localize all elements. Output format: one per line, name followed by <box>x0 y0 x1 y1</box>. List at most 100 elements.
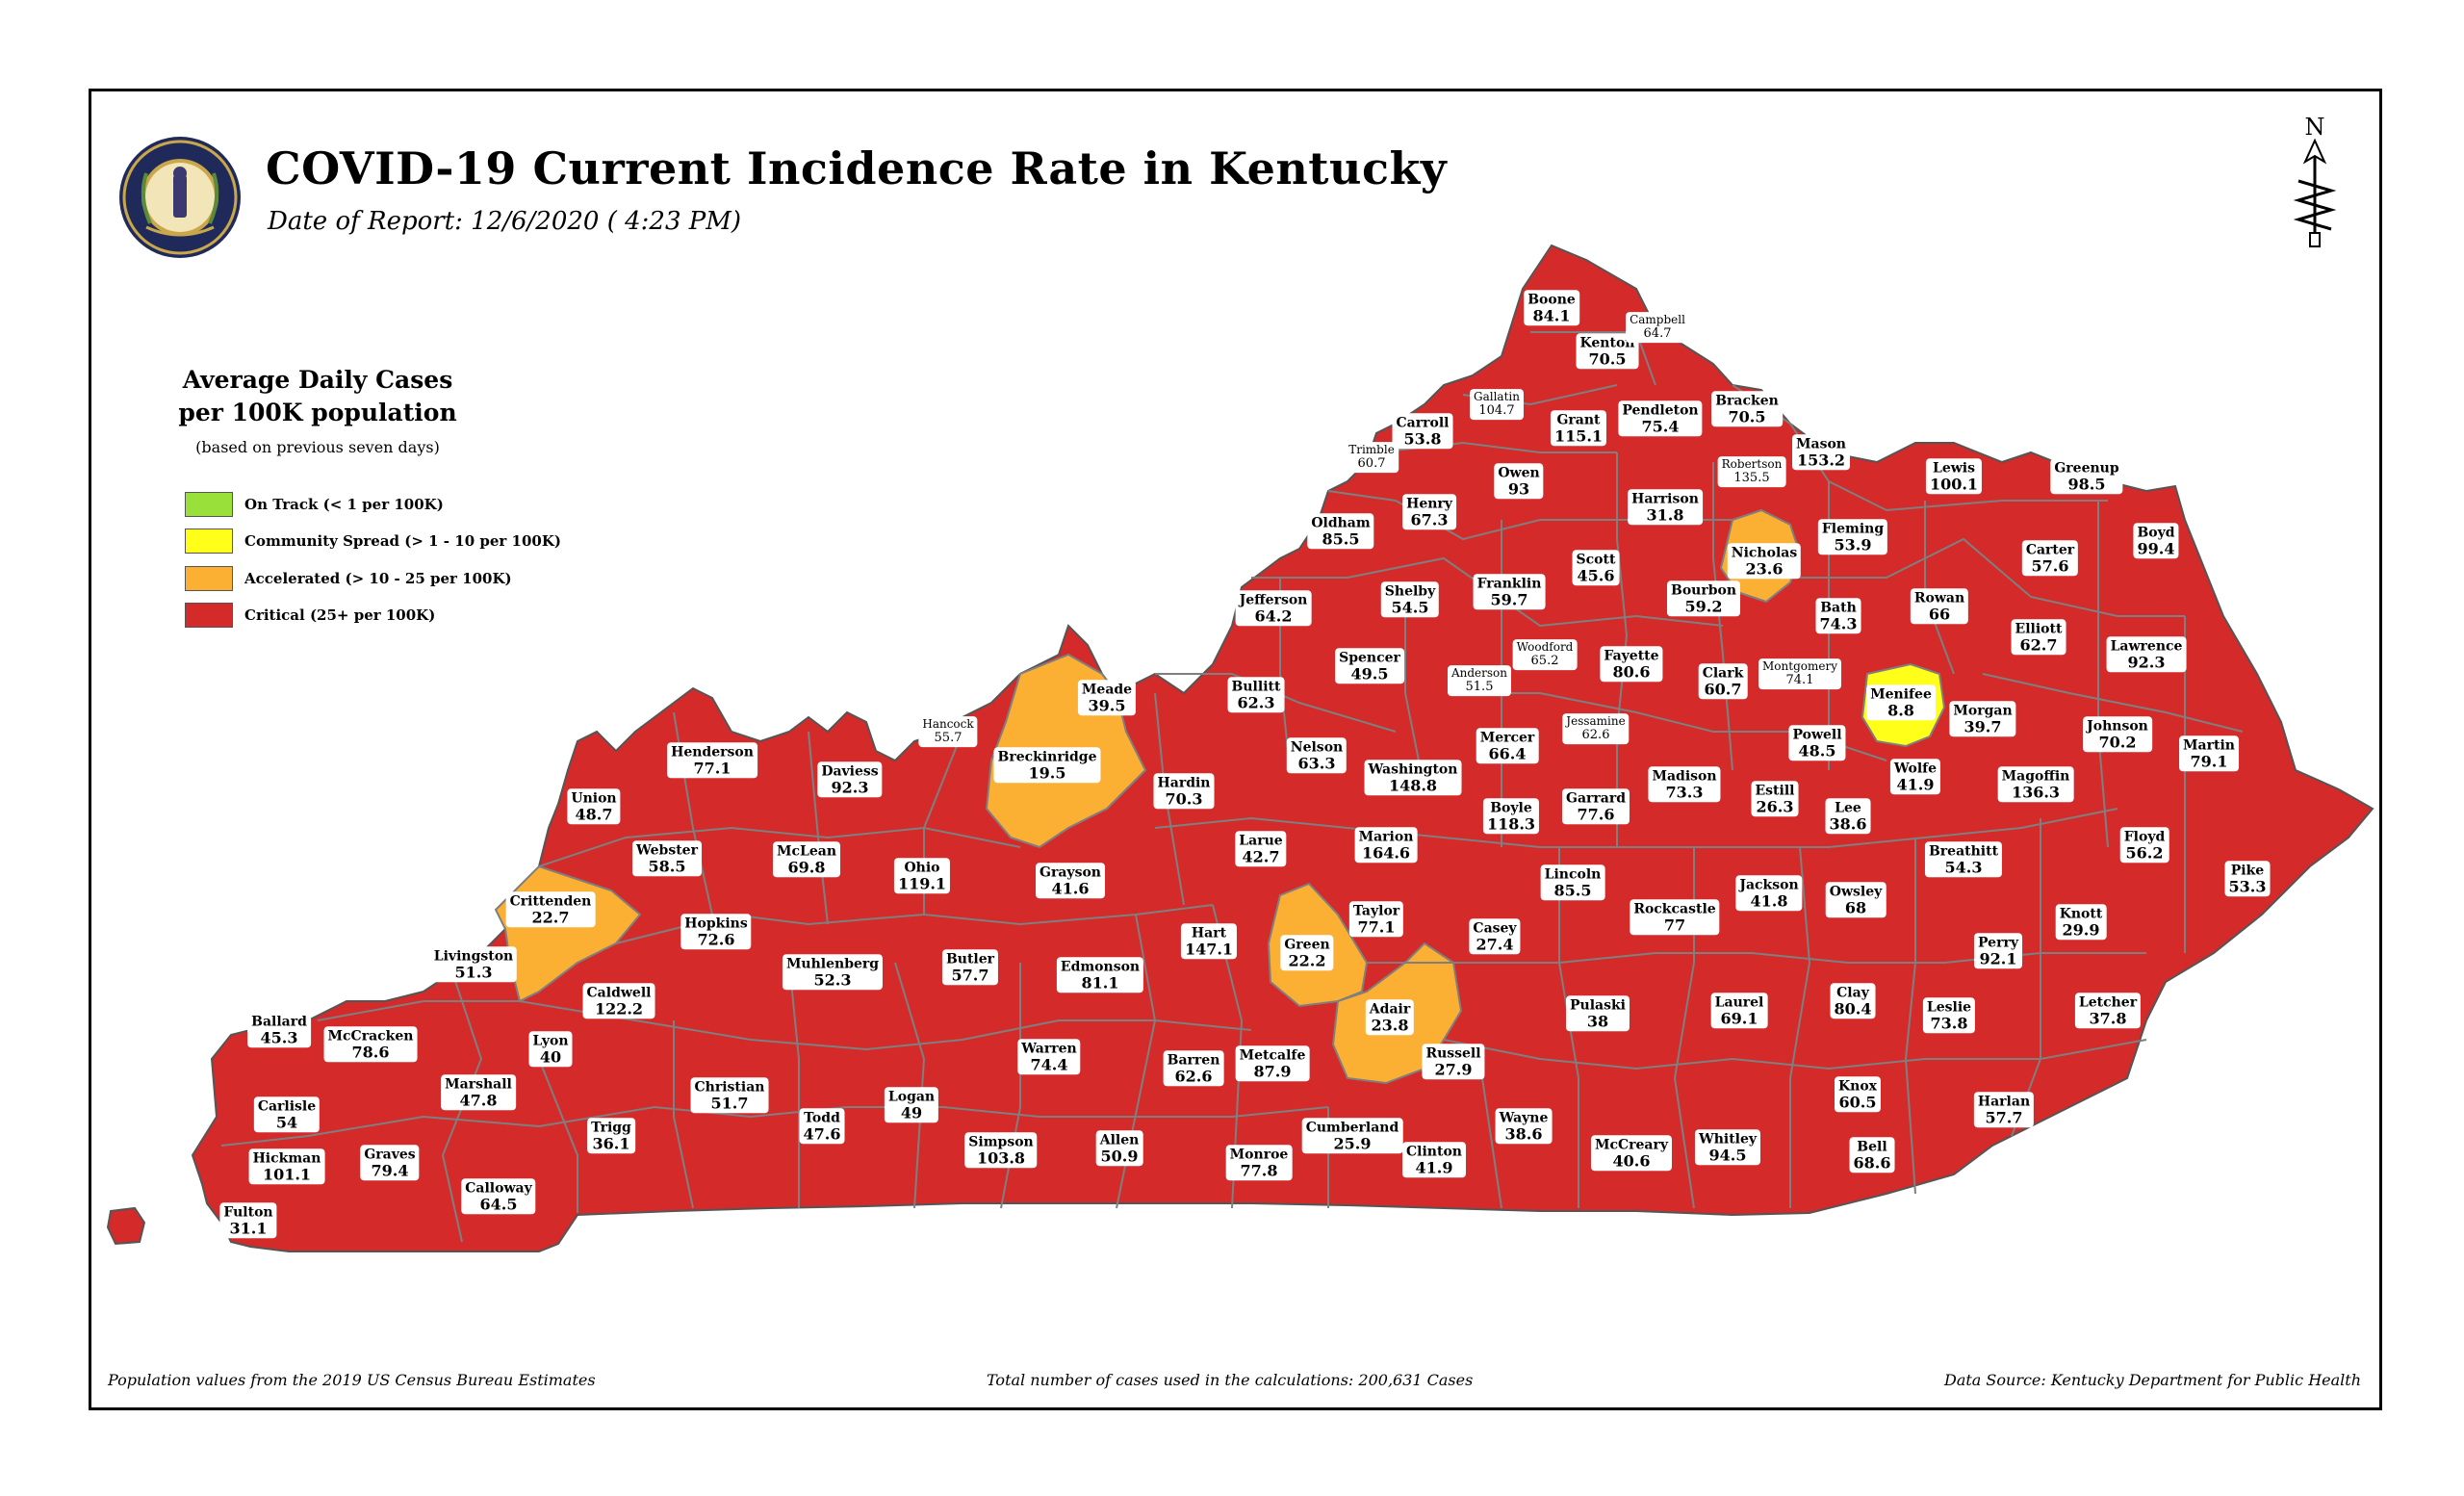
county-label-boyd: Boyd 99.4 <box>2133 523 2179 559</box>
county-name: Elliott <box>2015 621 2063 637</box>
county-name: Bourbon <box>1670 582 1737 599</box>
county-label-clinton: Clinton 41.9 <box>1402 1142 1466 1178</box>
county-name: Henry <box>1406 496 1452 512</box>
county-label-ballard: Ballard 45.3 <box>247 1012 311 1048</box>
legend-item: On Track (< 1 per 100K) <box>185 491 444 518</box>
county-name: Wayne <box>1499 1110 1549 1126</box>
county-label-washington: Washington 148.8 <box>1364 760 1462 796</box>
county-name: Casey <box>1473 920 1517 937</box>
county-rate: 42.7 <box>1242 847 1280 866</box>
county-name: Powell <box>1792 727 1842 743</box>
county-boundary-line <box>1154 808 2118 848</box>
county-name: Menifee <box>1870 686 1932 703</box>
county-label-breathitt: Breathitt 54.3 <box>1924 841 2003 878</box>
county-rate: 87.9 <box>1253 1062 1292 1081</box>
county-rate: 37.8 <box>2089 1009 2127 1028</box>
county-label-larue: Larue 42.7 <box>1235 831 1287 867</box>
county-label-woodford: Woodford 65.2 <box>1512 639 1578 670</box>
county-name: Pendleton <box>1622 402 1699 419</box>
county-label-gallatin: Gallatin 104.7 <box>1470 389 1524 420</box>
county-boundary-line <box>1828 480 2108 512</box>
county-rate: 153.2 <box>1796 451 1846 470</box>
county-rate: 69.1 <box>1720 1009 1758 1028</box>
county-label-mercer: Mercer 66.4 <box>1476 728 1539 764</box>
county-rate: 57.7 <box>951 966 989 985</box>
county-label-mccreary: McCreary 40.6 <box>1590 1135 1673 1172</box>
county-label-casey: Casey 27.4 <box>1469 918 1521 955</box>
county-name: Lee <box>1835 800 1861 816</box>
county-label-owen: Owen 93 <box>1494 463 1544 500</box>
county-name: Robertson <box>1721 457 1783 472</box>
county-label-anderson: Anderson 51.5 <box>1447 665 1512 696</box>
county-label-henry: Henry 67.3 <box>1402 494 1456 530</box>
county-label-knox: Knox 60.5 <box>1834 1076 1882 1113</box>
county-label-rockcastle: Rockcastle 77 <box>1630 899 1720 936</box>
county-name: Hardin <box>1157 775 1211 791</box>
county-name: Simpson <box>968 1134 1034 1150</box>
county-rate: 60.7 <box>1704 680 1742 699</box>
county-rate: 122.2 <box>594 999 644 1019</box>
county-label-logan: Logan 49 <box>884 1087 939 1123</box>
county-name: Jefferson <box>1239 592 1308 608</box>
county-rate: 80.4 <box>1834 999 1872 1019</box>
county-rate: 36.1 <box>592 1134 630 1153</box>
county-rate: 73.3 <box>1665 783 1704 802</box>
county-label-caldwell: Caldwell 122.2 <box>582 983 655 1019</box>
county-boundary-line <box>894 962 926 1209</box>
county-rate: 68 <box>1844 898 1867 917</box>
county-label-lewis: Lewis 100.1 <box>1925 458 1983 495</box>
county-rate: 23.8 <box>1371 1016 1409 1035</box>
county-name: Spencer <box>1339 650 1400 666</box>
county-label-henderson: Henderson 77.1 <box>667 742 757 779</box>
county-label-wolfe: Wolfe 41.9 <box>1889 759 1941 795</box>
county-name: Madison <box>1652 768 1717 785</box>
county-name: Lincoln <box>1544 866 1602 883</box>
county-label-russell: Russell 27.9 <box>1422 1044 1485 1080</box>
county-label-shelby: Shelby 54.5 <box>1380 581 1440 618</box>
county-label-bourbon: Bourbon 59.2 <box>1666 580 1741 617</box>
county-name: McLean <box>776 843 837 860</box>
county-label-pulaski: Pulaski 38 <box>1566 995 1630 1032</box>
county-label-metcalfe: Metcalfe 87.9 <box>1235 1045 1310 1082</box>
county-rate: 57.6 <box>2031 556 2069 576</box>
legend-title: Average Daily Cases per 100K population <box>168 364 467 429</box>
county-rate: 40 <box>539 1047 562 1067</box>
county-name: Barren <box>1167 1052 1220 1069</box>
county-name: Caldwell <box>586 985 652 1001</box>
county-name: Crittenden <box>509 893 592 910</box>
county-name: Fleming <box>1821 521 1885 537</box>
county-boundary-line <box>317 1000 1252 1051</box>
county-rate: 45.6 <box>1577 566 1615 585</box>
legend-swatch <box>185 603 233 628</box>
county-label-harrison: Harrison 31.8 <box>1628 489 1703 526</box>
county-name: Logan <box>887 1089 936 1105</box>
county-rate: 99.4 <box>2137 539 2175 558</box>
county-name: Metcalfe <box>1239 1047 1306 1064</box>
county-boundary-line <box>1404 597 1425 790</box>
county-label-butler: Butler 57.7 <box>941 949 999 986</box>
county-name: Shelby <box>1384 583 1436 600</box>
county-label-hancock: Hancock 55.7 <box>918 716 978 747</box>
county-rate: 38.6 <box>1504 1124 1543 1144</box>
county-label-muhlenberg: Muhlenberg 52.3 <box>782 954 884 991</box>
county-label-owsley: Owsley 68 <box>1825 882 1886 918</box>
county-name: Bell <box>1857 1139 1887 1155</box>
county-label-ohio: Ohio 119.1 <box>893 858 951 894</box>
legend-item: Critical (25+ per 100K) <box>185 602 435 629</box>
county-name: Estill <box>1755 783 1795 799</box>
county-rate: 31.8 <box>1646 505 1684 525</box>
county-label-johnson: Johnson 70.2 <box>2083 716 2152 753</box>
county-rate: 22.2 <box>1288 951 1326 970</box>
county-name: Fayette <box>1604 648 1659 664</box>
county-name: Harrison <box>1631 491 1699 507</box>
county-label-lee: Lee 38.6 <box>1825 798 1871 835</box>
county-rate: 48.7 <box>575 805 613 824</box>
county-name: Rowan <box>1913 590 1965 606</box>
county-rate: 54.3 <box>1944 858 1983 877</box>
county-name: Ohio <box>904 860 940 876</box>
county-label-breckinridge: Breckinridge 19.5 <box>993 747 1101 784</box>
county-label-bath: Bath 74.3 <box>1815 598 1861 634</box>
county-rate: 41.9 <box>1896 775 1935 794</box>
county-name: Johnson <box>2087 718 2148 735</box>
county-label-jackson: Jackson 41.8 <box>1735 875 1803 912</box>
